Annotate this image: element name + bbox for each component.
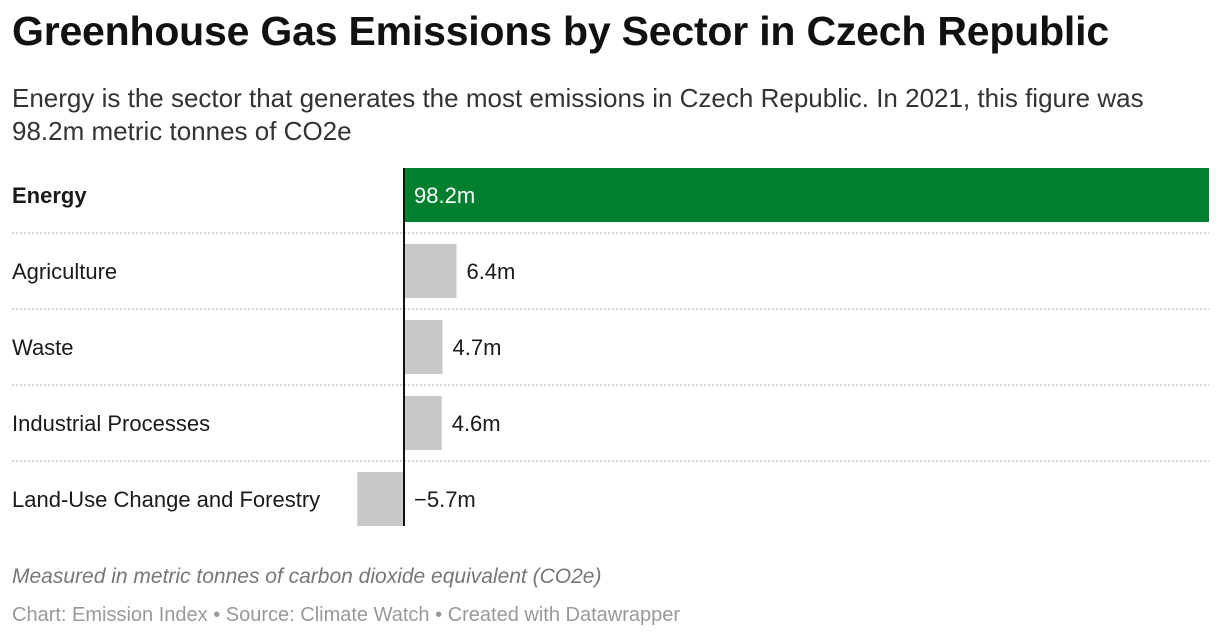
- category-label: Land-Use Change and Forestry: [12, 487, 320, 512]
- bar: [357, 472, 404, 526]
- value-label: 4.6m: [452, 411, 501, 436]
- credit-tool: Created with Datawrapper: [447, 604, 681, 626]
- credit-source: Source: Climate Watch: [225, 604, 430, 626]
- category-label: Industrial Processes: [12, 411, 210, 436]
- value-label: 6.4m: [466, 259, 515, 284]
- chart-credit: Chart: Emission Index • Source: Climate …: [12, 604, 680, 627]
- chart-subtitle: Energy is the sector that generates the …: [12, 83, 1144, 146]
- value-label: 98.2m: [414, 183, 475, 208]
- credit-chart: Chart: Emission Index: [12, 604, 208, 626]
- value-label: 4.7m: [453, 335, 502, 360]
- bar: [404, 244, 457, 298]
- bar: [404, 168, 1209, 222]
- bar: [404, 320, 443, 374]
- bar: [404, 396, 442, 450]
- value-label: −5.7m: [414, 487, 476, 512]
- bar-chart: Energy 98.2m Agriculture 6.4m Waste 4.7m Indus…: [12, 168, 1209, 526]
- chart-title: Greenhouse Gas Emissions by Sector in Cz…: [12, 8, 1109, 54]
- credit-separator: •: [435, 604, 443, 626]
- category-label: Agriculture: [12, 259, 117, 284]
- credit-separator: •: [213, 604, 221, 626]
- category-label: Waste: [12, 335, 74, 360]
- category-label: Energy: [12, 183, 87, 208]
- chart-note: Measured in metric tonnes of carbon diox…: [12, 565, 602, 588]
